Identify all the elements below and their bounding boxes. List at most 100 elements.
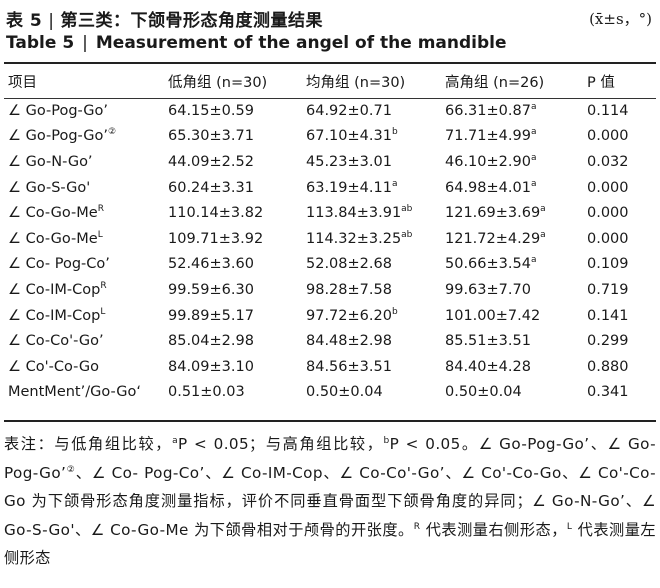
cell-mid-group: 67.10±4.31b [302, 124, 441, 150]
cell-low-group-text: 84.09±3.10 [168, 358, 254, 375]
cell-mid-group-text: 114.32±3.25 [306, 230, 402, 247]
cell-p-value-text: 0.299 [587, 333, 629, 350]
cell-mid-group: 113.84±3.91ab [302, 200, 441, 226]
cell-item-text: ∠ Co- Pog-Co’ [8, 256, 110, 273]
cell-mid-group-text: 113.84±3.91 [306, 205, 402, 222]
cell-p-value-text: 0.341 [587, 384, 629, 401]
cell-mid-group-text: 45.23±3.01 [306, 153, 392, 170]
cell-p-value: 0.109 [583, 252, 656, 278]
cell-high-group: 0.50±0.04 [441, 380, 583, 406]
table-row: ∠ Co-Go-MeL 109.71±3.92 114.32±3.25ab 121.7… [4, 226, 656, 252]
cell-p-value: 0.032 [583, 149, 656, 175]
cell-item: ∠ Go-S-Go' [4, 175, 164, 201]
cell-item-text: ∠ Co'-Co-Go [8, 358, 99, 375]
cell-p-value: 0.114 [583, 98, 656, 124]
cell-high-group-superscript: a [530, 255, 537, 266]
table-row: ∠ Co-Co'-Go’ 85.04±2.98 84.48±2.98 85.51±3.… [4, 328, 656, 354]
measurement-table: 项目 低角组 (n=30) 均角组 (n=30) 高角组 (n=26) P 值 … [4, 64, 656, 405]
cell-mid-group-superscript: ab [401, 204, 413, 215]
cell-mid-group: 45.23±3.01 [302, 149, 441, 175]
cell-low-group-text: 65.30±3.71 [168, 128, 254, 145]
table-unit: (x̄±s，°) [589, 10, 652, 28]
cell-high-group-text: 64.98±4.01 [445, 179, 531, 196]
note-text: 代表测量右侧形态， [420, 520, 567, 539]
cell-p-value-text: 0.000 [587, 205, 629, 222]
cell-mid-group-text: 84.48±2.98 [306, 333, 392, 350]
cell-item: ∠ Co'-Co-Go [4, 354, 164, 380]
cell-high-group-text: 66.31±0.87 [445, 102, 531, 119]
cell-p-value: 0.341 [583, 380, 656, 406]
title-separator-en: | [82, 33, 88, 53]
table-row: ∠ Go-N-Go’ 44.09±2.52 45.23±3.01 46.10±2.90… [4, 149, 656, 175]
note-sup: ② [66, 464, 76, 475]
cell-low-group-text: 85.04±2.98 [168, 333, 254, 350]
table-row: ∠ Co'-Co-Go 84.09±3.10 84.56±3.51 84.40±4.2… [4, 354, 656, 380]
cell-item: ∠ Co-IM-CopR [4, 277, 164, 303]
cell-item-text: ∠ Co-Go-Me [8, 230, 98, 247]
cell-item: ∠ Co-Go-MeL [4, 226, 164, 252]
cell-mid-group: 63.19±4.11a [302, 175, 441, 201]
cell-item-text: ∠ Co-Co'-Go’ [8, 333, 104, 350]
cell-high-group: 50.66±3.54a [441, 252, 583, 278]
cell-high-group-text: 85.51±3.51 [445, 333, 531, 350]
cell-low-group-text: 52.46±3.60 [168, 256, 254, 273]
table-label-en: Table 5 [6, 33, 75, 53]
note-text: P < 0.05。∠ Go-Pog-Go’、∠ Go-Pog-Go’ [4, 435, 656, 482]
cell-mid-group-text: 64.92±0.71 [306, 102, 392, 119]
cell-p-value-text: 0.141 [587, 307, 629, 324]
cell-high-group: 71.71±4.99a [441, 124, 583, 150]
cell-low-group: 85.04±2.98 [164, 328, 302, 354]
table-row: MentMent’/Go-Go‘ 0.51±0.03 0.50±0.04 0.50±0… [4, 380, 656, 406]
cell-high-group-text: 121.69±3.69 [445, 205, 541, 222]
table-header-rule [4, 98, 656, 99]
table-bottom-rule [4, 420, 656, 422]
cell-item-superscript: L [100, 306, 106, 317]
cell-mid-group: 0.50±0.04 [302, 380, 441, 406]
cell-mid-group-text: 0.50±0.04 [306, 384, 383, 401]
cell-high-group-superscript: a [530, 127, 537, 138]
cell-mid-group-text: 67.10±4.31 [306, 128, 392, 145]
cell-low-group: 99.89±5.17 [164, 303, 302, 329]
cell-high-group-text: 50.66±3.54 [445, 256, 531, 273]
cell-mid-group: 97.72±6.20b [302, 303, 441, 329]
note-text: 表注：与低角组比较， [4, 435, 173, 453]
cell-item-text: ∠ Go-Pog-Go’ [8, 128, 108, 145]
cell-p-value: 0.719 [583, 277, 656, 303]
note-text: 代表测量左侧形态 [4, 520, 657, 568]
cell-item: ∠ Co-IM-CopL [4, 303, 164, 329]
table-footnote: 表注：与低角组比较，aP < 0.05；与高角组比较，bP < 0.05。∠ G… [4, 430, 656, 573]
table-top-rule [4, 62, 656, 64]
cell-item-text: ∠ Go-N-Go’ [8, 153, 93, 170]
cell-high-group-superscript: a [530, 153, 537, 164]
cell-p-value: 0.000 [583, 124, 656, 150]
cell-high-group-text: 0.50±0.04 [445, 384, 522, 401]
note-sup: R [413, 521, 421, 532]
cell-item: ∠ Go-Pog-Go’② [4, 124, 164, 150]
cell-p-value-text: 0.000 [587, 179, 629, 196]
cell-low-group: 65.30±3.71 [164, 124, 302, 150]
table-row: ∠ Go-S-Go' 60.24±3.31 63.19±4.11a 64.98±4.0… [4, 175, 656, 201]
cell-mid-group-text: 97.72±6.20 [306, 307, 392, 324]
cell-high-group: 121.72±4.29a [441, 226, 583, 252]
cell-item: ∠ Co-Co'-Go’ [4, 328, 164, 354]
note-sup: a [172, 435, 179, 446]
header-high-group: 高角组 (n=26) [445, 74, 545, 91]
note-text: 、∠ Co- Pog-Co’、∠ Co-IM-Cop、∠ Co-Co'-Go’、… [4, 463, 656, 539]
cell-p-value-text: 0.880 [587, 358, 629, 375]
header-item: 项目 [8, 74, 37, 91]
table-row: ∠ Co-IM-CopR 99.59±6.30 98.28±7.58 99.63±7.… [4, 277, 656, 303]
cell-low-group: 84.09±3.10 [164, 354, 302, 380]
cell-low-group-text: 60.24±3.31 [168, 179, 254, 196]
cell-high-group: 121.69±3.69a [441, 200, 583, 226]
note-text: P < 0.05；与高角组比较， [178, 435, 384, 453]
cell-low-group: 44.09±2.52 [164, 149, 302, 175]
cell-high-group-superscript: a [530, 178, 537, 189]
cell-low-group-text: 109.71±3.92 [168, 230, 264, 247]
cell-mid-group-superscript: b [391, 127, 398, 138]
cell-mid-group: 84.56±3.51 [302, 354, 441, 380]
cell-item-superscript: R [100, 281, 107, 292]
note-sup: L [566, 521, 573, 532]
table-caption-zh: 第三类：下颌骨形态角度测量结果 [60, 11, 323, 31]
cell-p-value-text: 0.114 [587, 102, 629, 119]
